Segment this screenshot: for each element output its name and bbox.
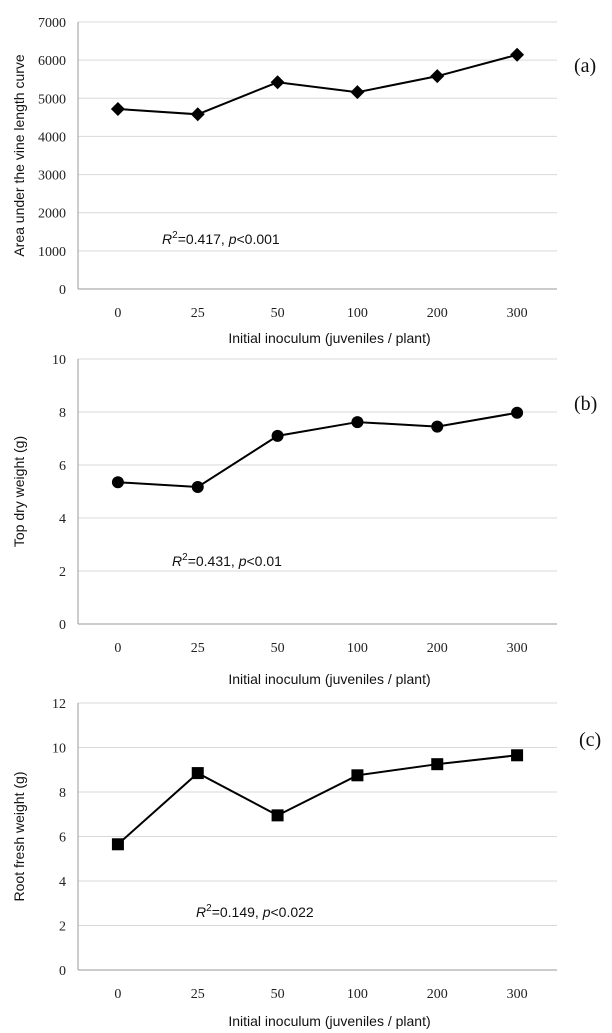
y-tick-label: 7000 — [38, 16, 66, 31]
data-point-circle — [271, 429, 284, 442]
x-tick-label: 0 — [114, 987, 121, 1002]
data-point-circle — [431, 420, 444, 433]
p-symbol: p — [262, 904, 271, 920]
stat-annotation: R2=0.431, p<0.01 — [172, 552, 282, 569]
y-tick-label: 0 — [59, 964, 66, 979]
data-point-square — [351, 769, 364, 782]
y-tick-label: 4000 — [38, 130, 66, 145]
r2-symbol: R — [172, 553, 182, 569]
data-point-square — [431, 758, 444, 771]
x-tick-label: 50 — [271, 306, 285, 321]
y-axis-title: Root fresh weight (g) — [11, 772, 27, 902]
x-tick-label: 50 — [271, 987, 285, 1002]
p-value: <0.01 — [246, 553, 282, 569]
y-tick-label: 6000 — [38, 54, 66, 69]
x-tick-label: 300 — [507, 987, 528, 1002]
y-tick-label: 4 — [59, 875, 66, 890]
x-tick-label: 0 — [114, 641, 121, 656]
y-tick-label: 4 — [59, 512, 66, 527]
y-tick-label: 8 — [59, 786, 66, 801]
y-tick-label: 2000 — [38, 207, 66, 222]
y-axis-title: Area under the vine length curve — [11, 54, 27, 257]
x-tick-label: 25 — [191, 306, 205, 321]
data-point-circle — [111, 476, 124, 489]
p-value: <0.022 — [270, 904, 313, 920]
y-tick-label: 8 — [59, 406, 66, 421]
x-tick-label: 300 — [507, 306, 528, 321]
y-tick-label: 6 — [59, 459, 66, 474]
data-point-circle — [511, 406, 524, 419]
y-tick-label: 3000 — [38, 169, 66, 184]
x-axis-title: Initial inoculum (juveniles / plant) — [228, 330, 430, 346]
data-point-square — [511, 749, 524, 762]
x-axis-title: Initial inoculum (juveniles / plant) — [228, 1013, 430, 1029]
stat-annotation: R2=0.417, p<0.001 — [162, 230, 280, 247]
data-point-circle — [351, 416, 364, 429]
data-point-diamond — [190, 107, 205, 122]
r2-symbol: R — [162, 231, 172, 247]
data-point-square — [111, 838, 124, 851]
series-line — [117, 754, 518, 846]
y-axis-title: Top dry weight (g) — [11, 436, 27, 547]
x-tick-label: 25 — [191, 987, 205, 1002]
r2-value: =0.431, — [188, 553, 239, 569]
y-tick-label: 12 — [52, 697, 66, 712]
x-tick-label: 200 — [427, 306, 448, 321]
x-axis-title: Initial inoculum (juveniles / plant) — [228, 671, 430, 687]
y-tick-label: 2 — [59, 920, 66, 935]
x-tick-label: 200 — [427, 987, 448, 1002]
panel-label: (b) — [574, 393, 597, 415]
p-value: <0.001 — [236, 231, 279, 247]
y-tick-label: 2 — [59, 565, 66, 580]
data-point-diamond — [110, 101, 125, 116]
data-point-diamond — [430, 69, 445, 84]
y-tick-label: 5000 — [38, 92, 66, 107]
r2-value: =0.417, — [178, 231, 229, 247]
y-tick-label: 10 — [52, 353, 66, 368]
stat-annotation: R2=0.149, p<0.022 — [196, 903, 314, 920]
chart-panel-1: 0 1000 2000 3000 4000 5000 6000 7000 0 25 50 100 200… — [11, 16, 596, 346]
y-tick-label: 10 — [52, 742, 66, 757]
data-point-diamond — [350, 85, 365, 100]
panel-label: (c) — [579, 729, 601, 751]
x-tick-label: 100 — [347, 306, 368, 321]
x-tick-label: 300 — [507, 641, 528, 656]
r2-value: =0.149, — [212, 904, 263, 920]
x-tick-label: 100 — [347, 641, 368, 656]
panel-label: (a) — [574, 55, 596, 77]
x-tick-label: 25 — [191, 641, 205, 656]
data-point-square — [271, 809, 284, 822]
x-tick-label: 0 — [114, 306, 121, 321]
r2-superscript: 2 — [172, 230, 178, 241]
p-symbol: p — [228, 231, 237, 247]
data-point-square — [191, 767, 204, 780]
x-tick-label: 50 — [271, 641, 285, 656]
data-point-diamond — [270, 75, 285, 90]
data-point-diamond — [510, 47, 525, 62]
y-tick-label: 0 — [59, 618, 66, 633]
r2-symbol: R — [196, 904, 206, 920]
series-line — [117, 411, 518, 489]
y-tick-label: 6 — [59, 831, 66, 846]
x-tick-label: 200 — [427, 641, 448, 656]
y-tick-label: 0 — [59, 283, 66, 298]
r2-superscript: 2 — [206, 903, 212, 914]
y-tick-label: 1000 — [38, 245, 66, 260]
p-symbol: p — [238, 553, 247, 569]
x-tick-label: 100 — [347, 987, 368, 1002]
data-point-circle — [191, 480, 204, 493]
r2-superscript: 2 — [182, 552, 188, 563]
series-line — [117, 53, 518, 116]
chart-panel-3: 0 2 4 6 8 10 12 0 25 50 100 200 300 Initial inoculum … — [11, 697, 601, 1029]
